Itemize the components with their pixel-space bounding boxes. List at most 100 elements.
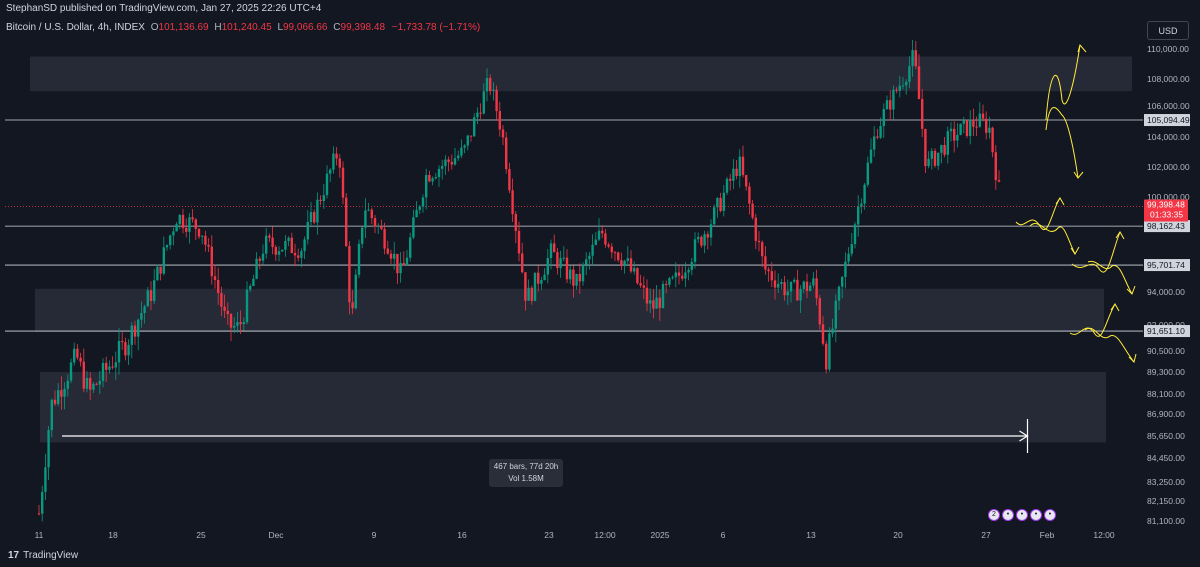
candle-body (162, 247, 165, 274)
last-price-label: 99,398.48 (1147, 200, 1185, 210)
candle-body (613, 252, 617, 254)
candle-body (930, 150, 933, 159)
candle-body (527, 287, 530, 301)
last-price-tag (1144, 199, 1188, 222)
measure-arrowhead (1019, 430, 1029, 442)
candle-body (341, 167, 345, 198)
candle-body (258, 258, 261, 261)
candle-body (223, 306, 226, 311)
flag-icon[interactable]: • (1030, 509, 1042, 521)
candle-body (911, 50, 914, 67)
time-tick-label: 27 (981, 530, 991, 540)
candle-body (764, 256, 767, 270)
tradingview-logo-icon: 17 (8, 550, 20, 561)
candle-body (335, 153, 338, 159)
currency-button[interactable]: USD (1147, 21, 1189, 40)
candle-body (578, 273, 581, 282)
candle-body (927, 158, 930, 167)
time-axis[interactable]: 11 18 25 Dec 9 16 23 12:00 2025 6 13 20 27 Feb 12:00 (35, 530, 1115, 540)
candle-body (428, 174, 431, 182)
time-tick-label: Dec (268, 530, 284, 540)
candle-body (108, 366, 111, 370)
projection-arrowhead (1115, 231, 1125, 240)
candle-body (460, 147, 463, 156)
candle-body (201, 235, 204, 237)
candle-body (745, 175, 748, 187)
flag-icon[interactable]: • (1044, 509, 1056, 521)
zone-rect (30, 56, 1132, 92)
candle-body (271, 237, 274, 248)
candle-body (831, 328, 834, 334)
candle-body (780, 282, 783, 284)
price-tick-label: 106,000.00 (1147, 101, 1190, 111)
measure-tooltip: 467 bars, 77d 20h Vol 1.58M (489, 459, 563, 487)
time-tick-label: 9 (372, 530, 377, 540)
candle-body (706, 234, 709, 238)
candle-body (418, 206, 421, 210)
candle-body (476, 112, 479, 118)
candle-body (159, 266, 162, 274)
tradingview-logo[interactable]: 17 TradingView (8, 550, 78, 561)
candle-body (409, 237, 412, 258)
candle-body (789, 281, 793, 292)
candle-body (802, 281, 805, 289)
candle-body (629, 258, 633, 272)
flag-icon[interactable]: • (1016, 509, 1028, 521)
economic-events[interactable]: 2 • • • • (988, 509, 1056, 521)
price-tick-label: 81,100.00 (1147, 516, 1185, 526)
candle-body (111, 366, 114, 368)
candle-body (677, 272, 681, 276)
candle-body (44, 467, 47, 492)
candle-body (473, 117, 476, 137)
candle-body (604, 233, 607, 245)
candle-body (991, 127, 994, 153)
high-label: H (214, 22, 222, 33)
candle-body (364, 210, 367, 228)
level-tag (1144, 114, 1190, 127)
candle-body (965, 119, 969, 136)
candle-body (533, 272, 537, 301)
candle-body (69, 362, 73, 381)
candle-body (674, 272, 677, 278)
candle-body (265, 235, 268, 254)
candle-body (405, 257, 409, 266)
candle-body (818, 298, 821, 325)
candle-body (114, 362, 117, 368)
candle-body (121, 341, 124, 343)
candle-body (156, 266, 159, 281)
price-tick-label: 86,900.00 (1147, 409, 1185, 419)
time-tick-label: 12:00 (1093, 530, 1115, 540)
projection-path (1015, 197, 1061, 230)
projection-path (1071, 231, 1121, 273)
candle-body (517, 230, 521, 254)
candle-body (181, 214, 185, 228)
candle-body (597, 230, 601, 240)
candle-body (210, 246, 213, 277)
candle-body (511, 190, 514, 215)
time-tick-label: 6 (721, 530, 726, 540)
candle-body (233, 325, 236, 328)
candle-body (607, 244, 610, 247)
candle-body (450, 161, 453, 165)
candle-body (949, 128, 953, 132)
price-chart[interactable]: 110,000.00 108,000.00 106,000.00 104,000.00… (0, 0, 1200, 548)
candle-body (140, 313, 143, 320)
level-tag (1144, 259, 1190, 272)
candle-body (153, 280, 156, 301)
candle-body (940, 144, 943, 153)
level-tag-label: 105,094.49 (1147, 115, 1190, 125)
projection-path (1045, 107, 1079, 179)
candle-body (396, 253, 399, 274)
price-tick-label: 100,000.00 (1147, 192, 1190, 202)
price-tick-label: 90,500.00 (1147, 346, 1185, 356)
candle-body (837, 286, 841, 301)
candle-body (37, 513, 41, 515)
zones-layer (30, 56, 1132, 443)
candle-body (434, 177, 437, 179)
candle-body (213, 276, 217, 280)
event-icon[interactable]: 2 (988, 509, 1000, 521)
candle-body (873, 136, 876, 150)
flag-icon[interactable]: • (1002, 509, 1014, 521)
price-axis[interactable]: 110,000.00 108,000.00 106,000.00 104,000.00… (1144, 44, 1190, 526)
time-tick-label: 25 (196, 530, 206, 540)
